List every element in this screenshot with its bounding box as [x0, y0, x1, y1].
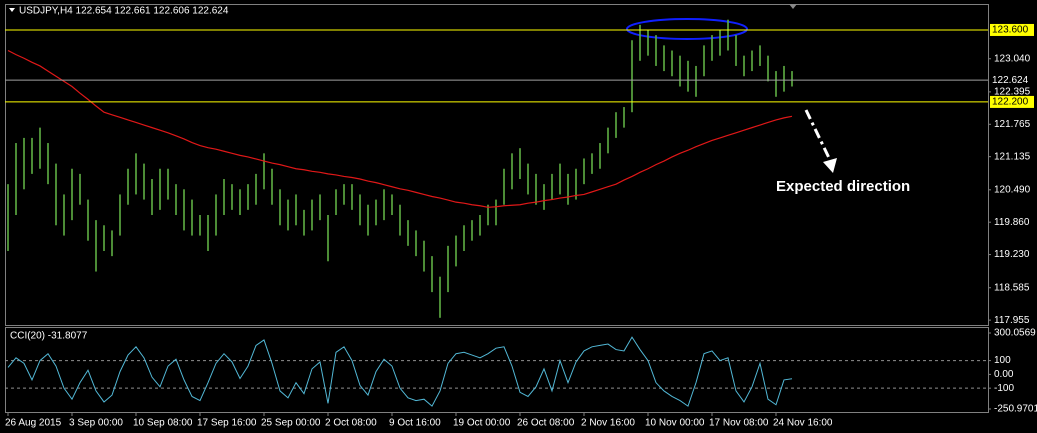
y-tick-label: 123.040 — [994, 53, 1031, 64]
direction-arrow — [804, 109, 832, 161]
y-tick-label: 100 — [994, 355, 1011, 366]
y-tick-label: 121.765 — [994, 119, 1031, 130]
y-tick-label: 120.490 — [994, 184, 1031, 195]
x-tick-label: 17 Nov 08:00 — [709, 418, 769, 429]
cci-panel — [5, 327, 989, 413]
x-tick-label: 26 Oct 08:00 — [517, 418, 575, 429]
x-tick-label: 9 Oct 16:00 — [389, 418, 441, 429]
annotation: Expected direction — [776, 178, 910, 195]
level-label: 123.600 — [992, 25, 1029, 36]
y-tick-label: 117.955 — [994, 315, 1030, 326]
x-tick-label: 2 Oct 08:00 — [325, 418, 377, 429]
level-label-box — [990, 23, 1034, 36]
x-tick-label: 26 Aug 2015 — [5, 418, 62, 429]
y-tick-label: -250.9701 — [994, 404, 1037, 415]
y-tick-label: 119.860 — [994, 217, 1030, 228]
x-tick-label: 10 Sep 08:00 — [133, 418, 193, 429]
x-tick-label: 25 Sep 00:00 — [261, 418, 321, 429]
y-tick-label: 119.230 — [994, 249, 1030, 260]
x-tick-label: 17 Sep 16:00 — [197, 418, 257, 429]
level-label: 122.624 — [992, 75, 1029, 86]
cci-line — [7, 336, 793, 407]
x-tick-label: 10 Nov 00:00 — [645, 418, 705, 429]
highlight-ellipse — [626, 18, 748, 40]
y-tick-label: 118.585 — [994, 282, 1030, 293]
menu-icon[interactable] — [9, 8, 15, 12]
moving-average — [7, 49, 793, 208]
shift-marker — [789, 4, 797, 9]
y-tick-label: 300.0569 — [994, 328, 1036, 339]
x-tick-label: 3 Sep 00:00 — [69, 418, 123, 429]
y-tick-label: 0.00 — [994, 369, 1014, 380]
y-tick-label: 122.395 — [994, 87, 1031, 98]
y-tick-label: -100 — [994, 383, 1014, 394]
x-tick-label: 19 Oct 00:00 — [453, 418, 511, 429]
arrow-head — [823, 158, 837, 173]
y-tick-label: 121.135 — [994, 151, 1031, 162]
main-panel — [5, 4, 989, 326]
cci-title: CCI(20) -31.8077 — [10, 331, 88, 342]
level-label: 122.200 — [992, 97, 1029, 108]
x-tick-label: 24 Nov 16:00 — [773, 418, 833, 429]
chart-title: USDJPY,H4 122.654 122.661 122.606 122.62… — [19, 6, 229, 17]
level-label-box — [990, 95, 1034, 108]
x-tick-label: 2 Nov 16:00 — [581, 418, 635, 429]
